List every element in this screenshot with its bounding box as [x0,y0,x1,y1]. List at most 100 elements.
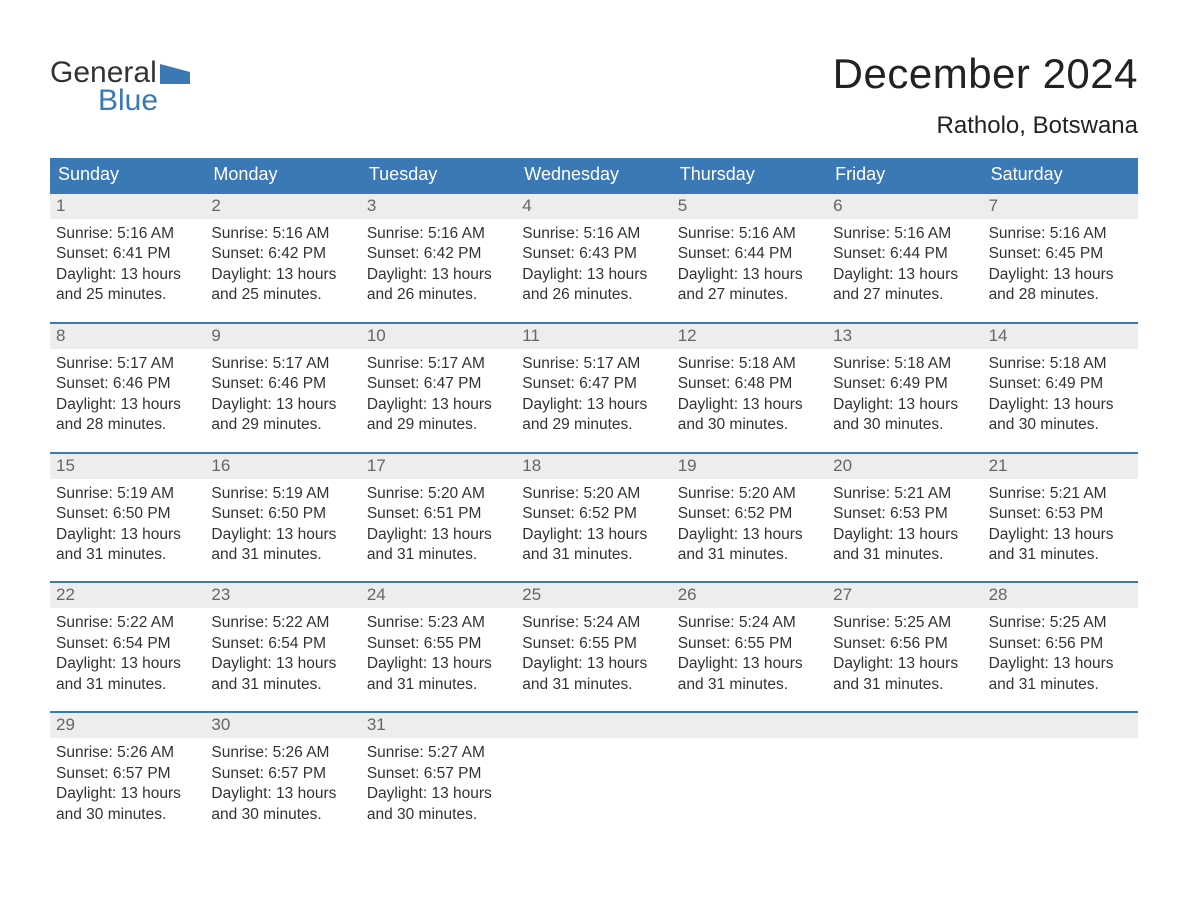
day-body: Sunrise: 5:21 AMSunset: 6:53 PMDaylight:… [983,479,1138,566]
day-body: Sunrise: 5:17 AMSunset: 6:46 PMDaylight:… [50,349,205,436]
daylight-line-1: Daylight: 13 hours [833,525,976,545]
day-body: Sunrise: 5:18 AMSunset: 6:48 PMDaylight:… [672,349,827,436]
day-body: Sunrise: 5:16 AMSunset: 6:44 PMDaylight:… [827,219,982,306]
day-body: Sunrise: 5:24 AMSunset: 6:55 PMDaylight:… [516,608,671,695]
sunset-text: Sunset: 6:50 PM [56,504,199,524]
day-number: 8 [50,324,205,349]
sunset-text: Sunset: 6:41 PM [56,244,199,264]
sunset-text: Sunset: 6:47 PM [522,374,665,394]
daylight-line-1: Daylight: 13 hours [522,525,665,545]
daylight-line-2: and 29 minutes. [211,415,354,435]
day-body: Sunrise: 5:20 AMSunset: 6:52 PMDaylight:… [516,479,671,566]
day-number: 28 [983,583,1138,608]
sunset-text: Sunset: 6:54 PM [211,634,354,654]
day-cell: 24Sunrise: 5:23 AMSunset: 6:55 PMDayligh… [361,583,516,695]
day-cell: 7Sunrise: 5:16 AMSunset: 6:45 PMDaylight… [983,194,1138,306]
day-cell: 14Sunrise: 5:18 AMSunset: 6:49 PMDayligh… [983,324,1138,436]
day-cell: 17Sunrise: 5:20 AMSunset: 6:51 PMDayligh… [361,454,516,566]
day-cell: 11Sunrise: 5:17 AMSunset: 6:47 PMDayligh… [516,324,671,436]
day-cell: 21Sunrise: 5:21 AMSunset: 6:53 PMDayligh… [983,454,1138,566]
sunset-text: Sunset: 6:45 PM [989,244,1132,264]
daylight-line-1: Daylight: 13 hours [56,265,199,285]
sunrise-text: Sunrise: 5:20 AM [522,484,665,504]
day-cell [516,713,671,825]
day-body: Sunrise: 5:18 AMSunset: 6:49 PMDaylight:… [983,349,1138,436]
daylight-line-1: Daylight: 13 hours [211,525,354,545]
daylight-line-2: and 30 minutes. [367,805,510,825]
weekday-header: Wednesday [516,158,671,192]
day-cell: 20Sunrise: 5:21 AMSunset: 6:53 PMDayligh… [827,454,982,566]
day-number: 12 [672,324,827,349]
day-body: Sunrise: 5:26 AMSunset: 6:57 PMDaylight:… [205,738,360,825]
sunrise-text: Sunrise: 5:26 AM [56,743,199,763]
day-body: Sunrise: 5:22 AMSunset: 6:54 PMDaylight:… [50,608,205,695]
daylight-line-1: Daylight: 13 hours [522,654,665,674]
day-cell: 10Sunrise: 5:17 AMSunset: 6:47 PMDayligh… [361,324,516,436]
daylight-line-2: and 27 minutes. [678,285,821,305]
sunset-text: Sunset: 6:56 PM [989,634,1132,654]
daylight-line-2: and 30 minutes. [56,805,199,825]
day-number: 9 [205,324,360,349]
day-body: Sunrise: 5:18 AMSunset: 6:49 PMDaylight:… [827,349,982,436]
daylight-line-1: Daylight: 13 hours [989,654,1132,674]
day-number: 24 [361,583,516,608]
day-body: Sunrise: 5:16 AMSunset: 6:42 PMDaylight:… [205,219,360,306]
sunrise-text: Sunrise: 5:17 AM [522,354,665,374]
sunset-text: Sunset: 6:56 PM [833,634,976,654]
day-body: Sunrise: 5:27 AMSunset: 6:57 PMDaylight:… [361,738,516,825]
daylight-line-1: Daylight: 13 hours [56,784,199,804]
sunset-text: Sunset: 6:53 PM [833,504,976,524]
month-title: December 2024 [833,50,1138,98]
sunrise-text: Sunrise: 5:22 AM [56,613,199,633]
sunset-text: Sunset: 6:53 PM [989,504,1132,524]
daylight-line-2: and 31 minutes. [56,675,199,695]
day-body: Sunrise: 5:25 AMSunset: 6:56 PMDaylight:… [827,608,982,695]
day-number: 21 [983,454,1138,479]
day-number: 7 [983,194,1138,219]
day-body: Sunrise: 5:22 AMSunset: 6:54 PMDaylight:… [205,608,360,695]
weekday-header: Sunday [50,158,205,192]
day-cell: 28 Sunrise: 5:25 AMSunset: 6:56 PMDayligh… [983,583,1138,695]
week-row: 8Sunrise: 5:17 AMSunset: 6:46 PMDaylight… [50,322,1138,436]
sunset-text: Sunset: 6:46 PM [56,374,199,394]
day-body [827,738,982,743]
day-body: Sunrise: 5:26 AMSunset: 6:57 PMDaylight:… [50,738,205,825]
sunrise-text: Sunrise: 5:20 AM [367,484,510,504]
sunset-text: Sunset: 6:52 PM [522,504,665,524]
day-body: Sunrise: 5:20 AMSunset: 6:51 PMDaylight:… [361,479,516,566]
day-number: 13 [827,324,982,349]
day-cell: 22Sunrise: 5:22 AMSunset: 6:54 PMDayligh… [50,583,205,695]
day-body: Sunrise: 5:16 AMSunset: 6:41 PMDaylight:… [50,219,205,306]
daylight-line-1: Daylight: 13 hours [833,654,976,674]
day-number: 29 [50,713,205,738]
sunrise-text: Sunrise: 5:26 AM [211,743,354,763]
day-cell [827,713,982,825]
sunset-text: Sunset: 6:50 PM [211,504,354,524]
day-number: 30 [205,713,360,738]
day-number: 18 [516,454,671,479]
day-number: 10 [361,324,516,349]
daylight-line-2: and 31 minutes. [522,545,665,565]
sunset-text: Sunset: 6:44 PM [833,244,976,264]
sunrise-text: Sunrise: 5:25 AM [989,613,1132,633]
daylight-line-1: Daylight: 13 hours [211,395,354,415]
day-cell: 25Sunrise: 5:24 AMSunset: 6:55 PMDayligh… [516,583,671,695]
day-cell: 4Sunrise: 5:16 AMSunset: 6:43 PMDaylight… [516,194,671,306]
day-cell: 29Sunrise: 5:26 AMSunset: 6:57 PMDayligh… [50,713,205,825]
daylight-line-2: and 31 minutes. [833,675,976,695]
daylight-line-2: and 31 minutes. [989,545,1132,565]
day-number [827,713,982,738]
sunrise-text: Sunrise: 5:20 AM [678,484,821,504]
weekday-header: Tuesday [361,158,516,192]
week-row: 15Sunrise: 5:19 AMSunset: 6:50 PMDayligh… [50,452,1138,566]
sunrise-text: Sunrise: 5:16 AM [211,224,354,244]
title-block: December 2024 Ratholo, Botswana [833,50,1138,140]
logo: General Blue [50,50,190,116]
day-number: 2 [205,194,360,219]
sunrise-text: Sunrise: 5:16 AM [367,224,510,244]
day-cell: 6Sunrise: 5:16 AMSunset: 6:44 PMDaylight… [827,194,982,306]
weekday-header: Monday [205,158,360,192]
daylight-line-2: and 31 minutes. [522,675,665,695]
day-body: Sunrise: 5:21 AMSunset: 6:53 PMDaylight:… [827,479,982,566]
daylight-line-1: Daylight: 13 hours [56,654,199,674]
